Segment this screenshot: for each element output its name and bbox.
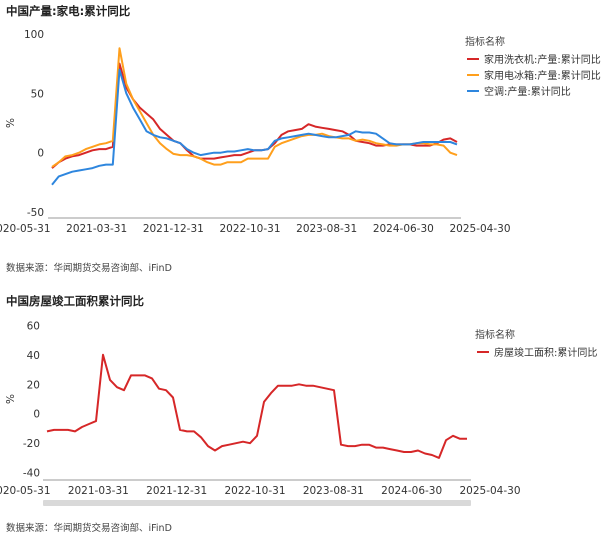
legend-label: 房屋竣工面积:累计同比	[494, 348, 598, 359]
x-tick-label: 2022-10-31	[219, 223, 280, 235]
legend-label: 家用电冰箱:产量:累计同比	[484, 71, 601, 82]
x-tick-label: 2024-06-30	[381, 485, 442, 497]
y-tick-label: 40	[27, 350, 40, 362]
x-tick-label: 2025-04-30	[449, 223, 510, 235]
y-tick-label: 60	[27, 320, 40, 332]
x-tick-label: 2021-03-31	[68, 485, 129, 497]
appliance-chart-svg: 100 50 0 -50% 2020-05-31 2021-03-31 2021-12-31…	[0, 29, 511, 235]
legend-label: 家用洗衣机:产量:累计同比	[484, 55, 601, 66]
legend-item-air-conditioner[interactable]: 空调:产量:累计同比	[467, 83, 571, 98]
chart-title: 中国产量:家电:累计同比	[6, 4, 131, 18]
y-axis-label: %	[5, 118, 17, 128]
y-tick-label: 0	[33, 409, 40, 421]
legend-swatch	[467, 90, 479, 92]
source-note: 数据来源：华闻期货交易咨询部、iFinD	[6, 523, 172, 534]
legend-item-washing-machine[interactable]: 家用洗衣机:产量:累计同比	[467, 51, 601, 66]
y-tick-label: 100	[24, 29, 44, 41]
x-tick-label: 2020-05-31	[0, 223, 51, 235]
x-tick-label: 2025-04-30	[459, 485, 520, 497]
legend-label: 空调:产量:累计同比	[484, 87, 571, 98]
chart-panel-housing: 中国房屋竣工面积累计同比 60 40 20 0 -20 -40% 2020-05-31 202…	[0, 290, 608, 540]
y-tick-label: -20	[23, 438, 40, 450]
chart-scrollbar	[43, 500, 471, 506]
x-tick-label: 2021-03-31	[66, 223, 127, 235]
x-tick-label: 2022-10-31	[224, 485, 285, 497]
x-tick-label: 2024-06-30	[373, 223, 434, 235]
series-line	[51, 68, 458, 186]
x-tick-label: 2020-05-31	[0, 485, 51, 497]
x-tick-label: 2021-12-31	[143, 223, 204, 235]
housing-chart-svg: 60 40 20 0 -20 -40% 2020-05-31 2021-03-31 2021-1…	[0, 320, 521, 506]
legend-item-refrigerator[interactable]: 家用电冰箱:产量:累计同比	[467, 67, 601, 82]
legend-swatch	[477, 351, 489, 353]
y-tick-label: 0	[37, 148, 44, 160]
x-tick-label: 2021-12-31	[146, 485, 207, 497]
y-tick-label: -40	[23, 468, 40, 480]
x-tick-label: 2023-08-31	[303, 485, 364, 497]
source-note: 数据来源：华闻期货交易咨询部、iFinD	[6, 263, 172, 274]
legend-swatch	[467, 74, 479, 76]
x-tick-label: 2023-08-31	[296, 223, 357, 235]
series-line	[51, 47, 458, 168]
series-line	[46, 353, 467, 459]
legend-title: 指标名称	[475, 330, 515, 341]
chart-title: 中国房屋竣工面积累计同比	[6, 294, 144, 308]
legend-swatch	[467, 58, 479, 60]
y-tick-label: 20	[27, 379, 40, 391]
y-tick-label: 50	[31, 88, 44, 100]
legend-item-housing-completion[interactable]: 房屋竣工面积:累计同比	[477, 344, 597, 359]
legend-title: 指标名称	[465, 37, 505, 48]
y-tick-label: -50	[27, 207, 44, 219]
chart-panel-appliances: 中国产量:家电:累计同比 100 50 0 -50% 2020-05-31 2021-03…	[0, 4, 601, 274]
y-axis-label: %	[5, 394, 17, 404]
